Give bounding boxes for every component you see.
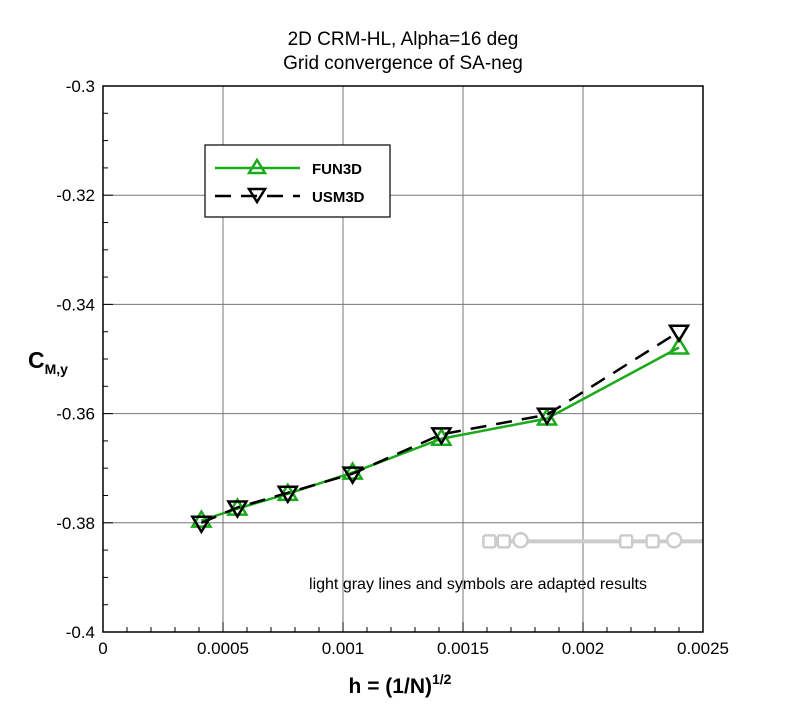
- legend-label-fun3d: FUN3D: [312, 161, 362, 178]
- y-tick-label: -0.36: [56, 405, 95, 424]
- square-marker: [496, 534, 512, 549]
- legend-label-usm3d: USM3D: [312, 189, 365, 206]
- series-adapted: [512, 532, 683, 549]
- square-marker: [482, 534, 497, 549]
- series-fun3d: [190, 336, 691, 528]
- triangle-down-marker: [430, 427, 453, 446]
- x-tick-label: 0.0005: [197, 639, 249, 658]
- x-tick-label: 0: [98, 639, 107, 658]
- triangle-down-marker: [535, 407, 559, 427]
- y-tick-label: -0.38: [56, 514, 95, 533]
- x-axis-label: h = (1/N)1/2: [349, 671, 452, 698]
- series-line: [200, 330, 680, 524]
- circle-marker: [512, 532, 529, 549]
- x-tick-label: 0.0015: [437, 639, 489, 658]
- triangle-down-marker: [667, 324, 691, 344]
- triangle-down-marker: [226, 500, 249, 519]
- triangle-down-marker: [190, 515, 213, 535]
- x-tick-label: 0.002: [562, 639, 605, 658]
- legend: FUN3D USM3D: [204, 144, 391, 218]
- chart-subtitle: Grid convergence of SA-neg: [283, 53, 523, 74]
- square-marker: [645, 534, 660, 549]
- triangle-down-marker: [341, 466, 364, 486]
- square-marker: [618, 534, 634, 549]
- circle-marker: [665, 532, 683, 549]
- y-tick-label: -0.4: [66, 623, 95, 642]
- triangle-down-marker: [276, 485, 300, 505]
- x-tick-label: 0.001: [322, 639, 365, 658]
- legend-triangle-down-icon: [246, 187, 268, 205]
- y-tick-label: -0.3: [66, 77, 95, 96]
- plot-frame: [102, 85, 704, 633]
- y-tick-label: -0.32: [56, 186, 95, 205]
- y-axis-label: CM,y: [28, 347, 68, 377]
- y-tick-label: -0.34: [56, 295, 95, 314]
- annotation: light gray lines and symbols are adapted…: [309, 576, 647, 593]
- triangle-up-marker: [667, 336, 691, 355]
- chart-title: 2D CRM-HL, Alpha=16 deg: [288, 29, 519, 50]
- triangle-up-marker: [190, 509, 213, 528]
- x-tick-label: 0.0025: [677, 639, 729, 658]
- legend-triangle-up-icon: [246, 157, 268, 175]
- series-usm3d: [190, 324, 691, 535]
